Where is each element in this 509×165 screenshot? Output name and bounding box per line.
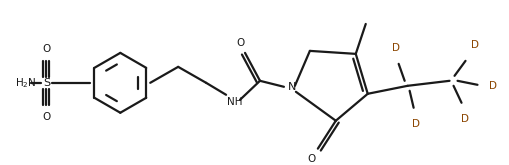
Text: NH: NH xyxy=(228,97,243,107)
Text: N: N xyxy=(288,82,296,92)
Text: O: O xyxy=(42,44,50,54)
Text: O: O xyxy=(42,112,50,122)
Text: D: D xyxy=(461,114,468,124)
Text: D: D xyxy=(471,40,479,50)
Text: D: D xyxy=(412,119,419,129)
Text: O: O xyxy=(236,38,244,48)
Text: D: D xyxy=(490,81,497,91)
Text: D: D xyxy=(391,43,400,53)
Text: S: S xyxy=(43,78,50,88)
Text: $\mathregular{H_2N}$: $\mathregular{H_2N}$ xyxy=(15,76,36,90)
Text: O: O xyxy=(308,154,316,164)
